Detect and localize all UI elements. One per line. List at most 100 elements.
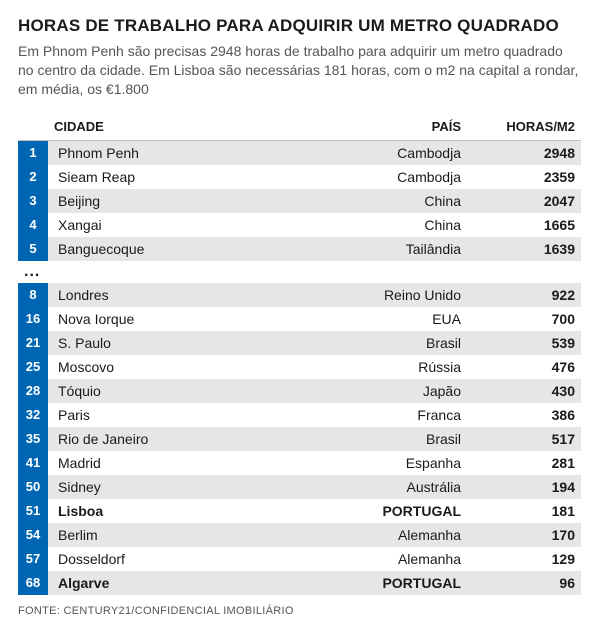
table-row: 35Rio de JaneiroBrasil517: [18, 427, 581, 451]
pais-cell: Cambodja: [261, 165, 491, 189]
rank-cell: 50: [18, 475, 48, 499]
cidade-cell: Nova Iorque: [48, 307, 261, 331]
rank-badge: 57: [18, 547, 48, 571]
pais-cell: Austrália: [261, 475, 491, 499]
pais-cell: Cambodja: [261, 140, 491, 165]
rank-badge: 41: [18, 451, 48, 475]
hours-table: CIDADE PAÍS HORAS/M2 1Phnom PenhCambodja…: [18, 113, 581, 595]
rank-cell: 8: [18, 283, 48, 307]
horas-cell: 181: [491, 499, 581, 523]
cidade-cell: Algarve: [48, 571, 261, 595]
rank-cell: 4: [18, 213, 48, 237]
table-header-row: CIDADE PAÍS HORAS/M2: [18, 113, 581, 141]
ellipsis-row: ...: [18, 261, 581, 283]
rank-badge: 54: [18, 523, 48, 547]
chart-subtitle: Em Phnom Penh são precisas 2948 horas de…: [18, 42, 581, 99]
rank-badge: 4: [18, 213, 48, 237]
table-row: 5BanguecoqueTailândia1639: [18, 237, 581, 261]
table-row: 8LondresReino Unido922: [18, 283, 581, 307]
table-row: 68AlgarvePORTUGAL96: [18, 571, 581, 595]
table-body: 1Phnom PenhCambodja29482Sieam ReapCambod…: [18, 140, 581, 595]
table-row: 2Sieam ReapCambodja2359: [18, 165, 581, 189]
pais-cell: Tailândia: [261, 237, 491, 261]
table-row: 1Phnom PenhCambodja2948: [18, 140, 581, 165]
cidade-cell: Phnom Penh: [48, 140, 261, 165]
rank-cell: 54: [18, 523, 48, 547]
rank-cell: 5: [18, 237, 48, 261]
rank-badge: 50: [18, 475, 48, 499]
pais-cell: China: [261, 189, 491, 213]
cidade-cell: Dosseldorf: [48, 547, 261, 571]
rank-badge: 28: [18, 379, 48, 403]
horas-cell: 170: [491, 523, 581, 547]
rank-badge: 16: [18, 307, 48, 331]
table-row: 54BerlimAlemanha170: [18, 523, 581, 547]
pais-cell: PORTUGAL: [261, 499, 491, 523]
rank-badge: 25: [18, 355, 48, 379]
cidade-cell: Rio de Janeiro: [48, 427, 261, 451]
table-row: 28TóquioJapão430: [18, 379, 581, 403]
col-rank-header: [18, 113, 48, 141]
table-row: 21S. PauloBrasil539: [18, 331, 581, 355]
horas-cell: 2948: [491, 140, 581, 165]
rank-badge: 1: [18, 141, 48, 165]
horas-cell: 281: [491, 451, 581, 475]
pais-cell: China: [261, 213, 491, 237]
cidade-cell: Moscovo: [48, 355, 261, 379]
rank-cell: 1: [18, 140, 48, 165]
table-row: 25MoscovoRússia476: [18, 355, 581, 379]
rank-cell: 57: [18, 547, 48, 571]
rank-badge: 3: [18, 189, 48, 213]
pais-cell: Reino Unido: [261, 283, 491, 307]
rank-badge: 32: [18, 403, 48, 427]
cidade-cell: Beijing: [48, 189, 261, 213]
cidade-cell: Banguecoque: [48, 237, 261, 261]
pais-cell: Rússia: [261, 355, 491, 379]
horas-cell: 539: [491, 331, 581, 355]
rank-cell: 3: [18, 189, 48, 213]
horas-cell: 517: [491, 427, 581, 451]
col-cidade-header: CIDADE: [48, 113, 261, 141]
cidade-cell: Sieam Reap: [48, 165, 261, 189]
ellipsis-cell: ...: [18, 261, 581, 283]
cidade-cell: Xangai: [48, 213, 261, 237]
rank-badge: 51: [18, 499, 48, 523]
horas-cell: 922: [491, 283, 581, 307]
rank-cell: 35: [18, 427, 48, 451]
rank-cell: 21: [18, 331, 48, 355]
horas-cell: 1639: [491, 237, 581, 261]
rank-cell: 68: [18, 571, 48, 595]
table-row: 3BeijingChina2047: [18, 189, 581, 213]
rank-badge: 35: [18, 427, 48, 451]
cidade-cell: Tóquio: [48, 379, 261, 403]
cidade-cell: Londres: [48, 283, 261, 307]
rank-cell: 25: [18, 355, 48, 379]
rank-badge: 2: [18, 165, 48, 189]
cidade-cell: Berlim: [48, 523, 261, 547]
horas-cell: 386: [491, 403, 581, 427]
col-horas-header: HORAS/M2: [491, 113, 581, 141]
rank-cell: 32: [18, 403, 48, 427]
rank-cell: 2: [18, 165, 48, 189]
pais-cell: Japão: [261, 379, 491, 403]
rank-cell: 16: [18, 307, 48, 331]
horas-cell: 700: [491, 307, 581, 331]
pais-cell: PORTUGAL: [261, 571, 491, 595]
rank-cell: 28: [18, 379, 48, 403]
pais-cell: Brasil: [261, 427, 491, 451]
table-row: 4XangaiChina1665: [18, 213, 581, 237]
table-row: 51LisboaPORTUGAL181: [18, 499, 581, 523]
chart-title: HORAS DE TRABALHO PARA ADQUIRIR UM METRO…: [18, 16, 581, 36]
rank-cell: 41: [18, 451, 48, 475]
rank-badge: 21: [18, 331, 48, 355]
pais-cell: Brasil: [261, 331, 491, 355]
horas-cell: 1665: [491, 213, 581, 237]
horas-cell: 476: [491, 355, 581, 379]
cidade-cell: Madrid: [48, 451, 261, 475]
table-row: 50SidneyAustrália194: [18, 475, 581, 499]
rank-badge: 8: [18, 283, 48, 307]
col-pais-header: PAÍS: [261, 113, 491, 141]
horas-cell: 194: [491, 475, 581, 499]
table-row: 57DosseldorfAlemanha129: [18, 547, 581, 571]
pais-cell: Franca: [261, 403, 491, 427]
